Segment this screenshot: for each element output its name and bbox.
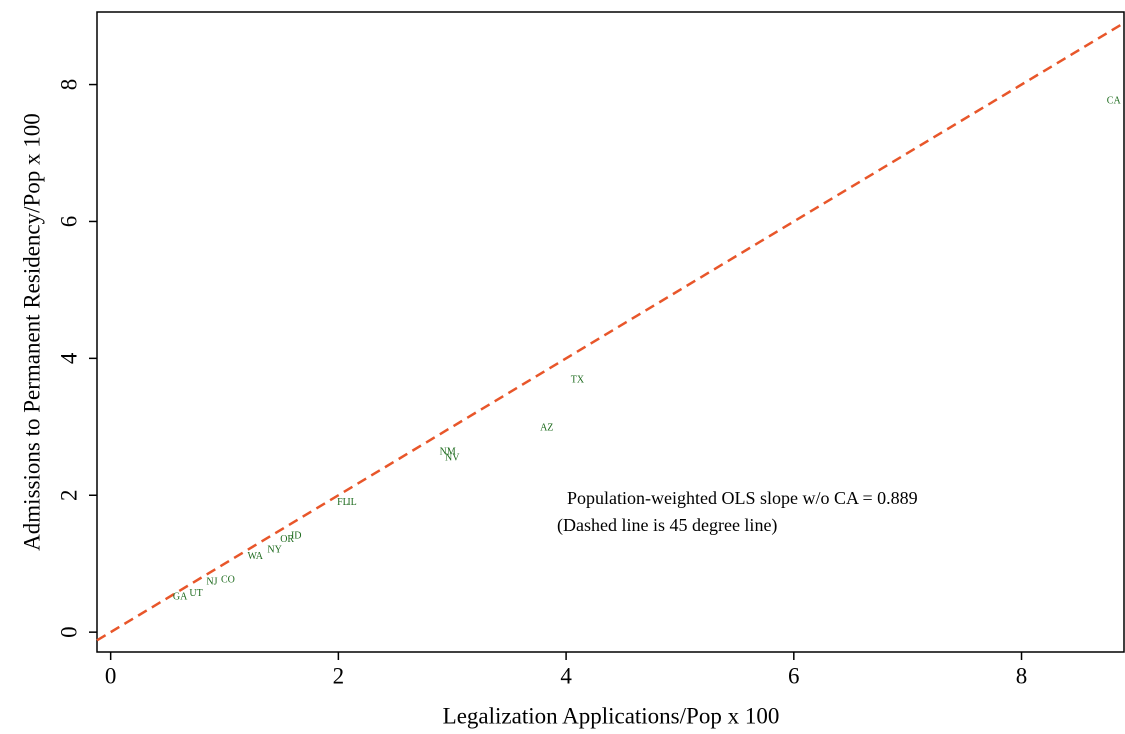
reference-line: [96, 21, 1125, 642]
point-label: NJ: [206, 576, 217, 587]
point-label: NM: [440, 446, 456, 457]
y-tick-label: 4: [56, 352, 81, 364]
point-label: WA: [247, 551, 263, 562]
x-tick-label: 0: [105, 663, 117, 688]
point-label: CO: [221, 574, 235, 585]
point-label: AZ: [540, 422, 553, 433]
point-label: IL: [347, 497, 356, 508]
point-label: CA: [1107, 95, 1122, 106]
y-tick-label: 0: [56, 626, 81, 638]
point-label: TX: [571, 375, 585, 386]
x-tick-label: 4: [560, 663, 572, 688]
y-tick-label: 2: [56, 490, 81, 502]
point-label: GA: [173, 592, 188, 603]
y-axis-title: Admissions to Permanent Residency/Pop x …: [19, 113, 44, 551]
x-axis-title: Legalization Applications/Pop x 100: [443, 703, 780, 728]
point-label: OR: [280, 534, 294, 545]
point-label: NV: [445, 453, 460, 464]
point-label: ID: [291, 531, 302, 542]
point-label: FL: [337, 497, 349, 508]
point-label: NY: [267, 544, 281, 555]
y-tick-label: 8: [56, 79, 81, 91]
annotation: (Dashed line is 45 degree line): [557, 515, 777, 536]
x-tick-label: 2: [333, 663, 345, 688]
plot-frame: [96, 11, 1125, 653]
annotation: Population-weighted OLS slope w/o CA = 0…: [567, 488, 918, 508]
x-tick-label: 8: [1016, 663, 1028, 688]
x-tick-label: 6: [788, 663, 800, 688]
y-tick-label: 6: [56, 216, 81, 228]
point-label: UT: [189, 588, 202, 599]
